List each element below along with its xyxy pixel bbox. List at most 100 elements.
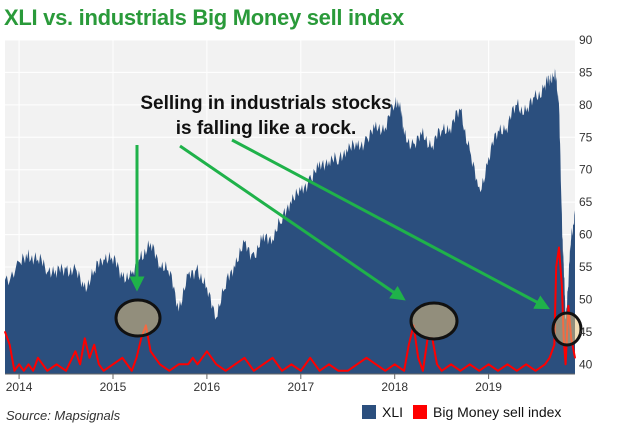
sell-index-point [403,369,405,372]
sell-index-point [140,337,142,340]
sell-index-point [564,363,567,366]
annotation-arrow-3 [231,138,550,310]
sell-index-point [243,356,246,359]
legend: XLI Big Money sell index [362,404,571,420]
highlight-circles [114,298,583,347]
sell-index-point [440,369,443,372]
sell-index-point [187,363,189,366]
sell-index-point [407,344,410,346]
sell-index-point [459,369,462,372]
sell-index-point [544,363,546,366]
sell-index-point [224,369,227,372]
sell-index-point [375,363,377,366]
legend-item-xli: XLI [362,404,403,420]
sell-index-point [8,344,11,346]
annotation-line-1: Selling in industrials stocks [140,93,391,114]
sell-index-point [558,246,560,249]
sell-index-point [534,369,537,372]
annotation-arrow-2 [179,144,406,301]
sell-index-point [417,356,419,359]
sell-index-point [46,369,49,372]
sell-index-point [215,363,218,366]
sell-index-point [299,369,302,372]
legend-label-xli: XLI [382,404,404,420]
sell-index-point [567,305,570,307]
sell-index-point [328,363,330,366]
sell-index-point [74,350,77,353]
y-tick-label-40: 40 [579,357,593,371]
sell-index-point [309,356,311,359]
sell-index-point [102,369,105,372]
legend-swatch-sell [413,405,428,419]
sell-index-point [168,369,171,372]
sell-index-point [55,363,58,366]
sell-index-point [196,363,199,366]
sell-index-point [253,369,255,372]
legend-swatch-xli [362,405,376,419]
sell-index-point [515,369,518,372]
legend-item-sell: Big Money sell index [413,404,561,420]
y-tick-label-85: 85 [579,65,593,79]
sell-index-point [506,363,509,366]
sell-index-point [79,363,81,366]
sell-index-point [206,350,208,353]
y-tick-label-90: 90 [579,33,593,47]
sell-index-point [574,356,576,359]
y-tick-label-50: 50 [579,292,593,306]
sell-index-point [234,363,236,366]
sell-index-point [98,363,100,366]
sell-index-point [337,369,340,372]
source-note: Source: Mapsignals [6,408,121,423]
sell-index-point [290,363,293,366]
highlight-circle-1 [114,298,162,338]
sell-index-point [177,363,180,366]
y-tick-label-70: 70 [579,163,593,177]
y-tick-label-45: 45 [579,325,593,339]
y-tick-label-80: 80 [579,98,593,112]
y-axis-ticks: 40 45 50 55 60 65 70 75 80 85 90 [579,33,593,371]
x-tick-label-2016: 2016 [194,380,221,394]
x-tick-label-2018: 2018 [381,380,408,394]
sell-index-point [93,344,96,346]
sell-index-point [553,344,556,346]
sell-index-point [27,363,30,366]
sell-index-point [121,356,124,359]
sell-index-point [18,363,20,366]
sell-index-point [487,363,490,366]
sell-index-point [497,369,499,372]
sell-index-point [393,363,396,366]
highlight-circle-3 [551,311,583,347]
sell-index-point [112,363,114,366]
y-tick-label-75: 75 [579,130,593,144]
sell-index-point [436,363,438,366]
chart-title: XLI vs. industrials Big Money sell index [4,5,404,30]
y-tick-label-55: 55 [579,260,593,274]
sell-index-point [281,369,283,372]
x-tick-label-2019: 2019 [475,380,502,394]
sell-index-point [37,356,39,359]
sell-index-point [384,369,387,372]
x-axis-ticks: 2014 2015 2016 2017 2018 2019 [5,373,575,394]
sell-index-point [365,356,368,359]
sell-index-point [271,356,274,359]
highlight-circle-2 [409,301,459,341]
sell-index-point [525,363,527,366]
sell-index-point [262,363,265,366]
annotation-arrows [129,138,550,310]
x-tick-label-2014: 2014 [6,380,33,394]
sell-index-point [4,331,6,333]
sell-index-point [135,356,138,359]
y-tick-label-60: 60 [579,228,593,242]
x-tick-label-2017: 2017 [287,380,314,394]
sell-index-point [13,369,16,372]
annotation-line-2: is falling like a rock. [176,118,357,139]
x-tick-label-2015: 2015 [100,380,127,394]
sell-index-point [192,356,194,359]
sell-index-point [450,363,452,366]
sell-index-point [84,337,86,340]
legend-label-sell: Big Money sell index [433,404,562,420]
sell-index-point [159,363,161,366]
sell-index-point [469,363,471,366]
sell-index-point [356,363,358,366]
